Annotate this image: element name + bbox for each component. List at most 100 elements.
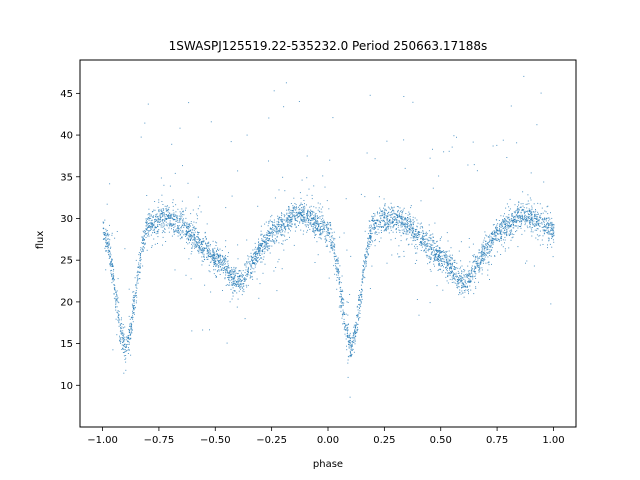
data-point (292, 205, 294, 207)
data-point (213, 254, 215, 255)
data-point (319, 226, 321, 228)
data-point (260, 261, 262, 263)
data-point (190, 213, 192, 215)
data-point (204, 247, 206, 249)
data-point (105, 235, 107, 237)
data-point (174, 219, 176, 220)
data-point (311, 198, 313, 200)
data-point (272, 229, 274, 231)
data-point (304, 219, 306, 221)
data-point (365, 265, 367, 267)
data-point (520, 227, 522, 229)
data-point (473, 276, 475, 278)
data-point (373, 223, 375, 225)
data-point (345, 313, 347, 315)
data-point (186, 227, 188, 229)
data-point (336, 288, 338, 290)
data-point (520, 217, 522, 219)
data-point (161, 210, 163, 212)
data-point (370, 230, 372, 232)
data-point (385, 210, 387, 212)
data-point (291, 224, 293, 225)
data-point (137, 266, 139, 268)
data-point (146, 218, 148, 220)
data-point (323, 221, 325, 223)
data-point (229, 282, 230, 284)
data-point (446, 269, 447, 271)
data-point (524, 216, 526, 218)
data-point (208, 270, 210, 272)
data-point (331, 247, 333, 249)
data-point (292, 216, 294, 218)
data-point (519, 214, 521, 216)
data-point (421, 244, 423, 246)
data-point (485, 247, 487, 249)
data-point (358, 319, 359, 321)
data-point (274, 197, 276, 199)
data-point (392, 209, 394, 211)
data-point (404, 219, 406, 220)
data-point (213, 265, 214, 267)
data-point (260, 230, 262, 232)
data-point (362, 269, 364, 271)
data-point (371, 219, 373, 221)
data-point (142, 236, 144, 238)
data-point (228, 252, 229, 254)
data-point (132, 291, 134, 293)
data-point (128, 348, 130, 350)
data-point (342, 304, 344, 306)
data-point (131, 323, 133, 325)
data-point (285, 217, 287, 219)
data-point (385, 215, 387, 217)
data-point (412, 231, 413, 233)
data-point (301, 207, 302, 209)
data-point (369, 230, 371, 232)
data-point (137, 282, 139, 284)
data-point (164, 214, 165, 216)
data-point (540, 222, 542, 224)
data-point (545, 220, 547, 222)
data-point (121, 317, 122, 319)
data-point (159, 222, 161, 223)
data-point (279, 217, 281, 219)
data-point (469, 261, 471, 263)
data-point (207, 246, 209, 248)
data-point (479, 263, 481, 265)
data-point (123, 345, 125, 347)
data-point (522, 219, 524, 221)
data-point (103, 221, 105, 223)
data-point (467, 270, 469, 272)
data-point (519, 216, 521, 218)
data-point (369, 236, 371, 238)
data-point (515, 220, 517, 222)
data-point (382, 212, 384, 214)
data-point (418, 234, 420, 236)
data-point (175, 211, 177, 213)
data-point (181, 230, 183, 232)
data-point (270, 240, 272, 242)
data-point (535, 221, 537, 223)
data-point (322, 221, 324, 223)
data-point (341, 290, 343, 292)
data-point (481, 260, 483, 261)
data-point (129, 318, 131, 320)
data-point (342, 315, 344, 317)
data-point (285, 229, 286, 231)
data-point (298, 209, 300, 211)
data-point (398, 215, 400, 217)
data-point (234, 269, 236, 271)
data-point (366, 250, 368, 252)
data-point (526, 260, 528, 262)
data-point (272, 223, 273, 225)
data-point (143, 239, 145, 241)
data-point (462, 277, 464, 279)
data-point (411, 227, 413, 229)
data-point (284, 190, 286, 192)
data-point (119, 340, 120, 342)
data-point (526, 218, 527, 219)
data-point (506, 203, 508, 205)
data-point (450, 268, 452, 270)
data-point (536, 218, 538, 220)
data-point (427, 245, 429, 247)
data-point (519, 215, 521, 217)
